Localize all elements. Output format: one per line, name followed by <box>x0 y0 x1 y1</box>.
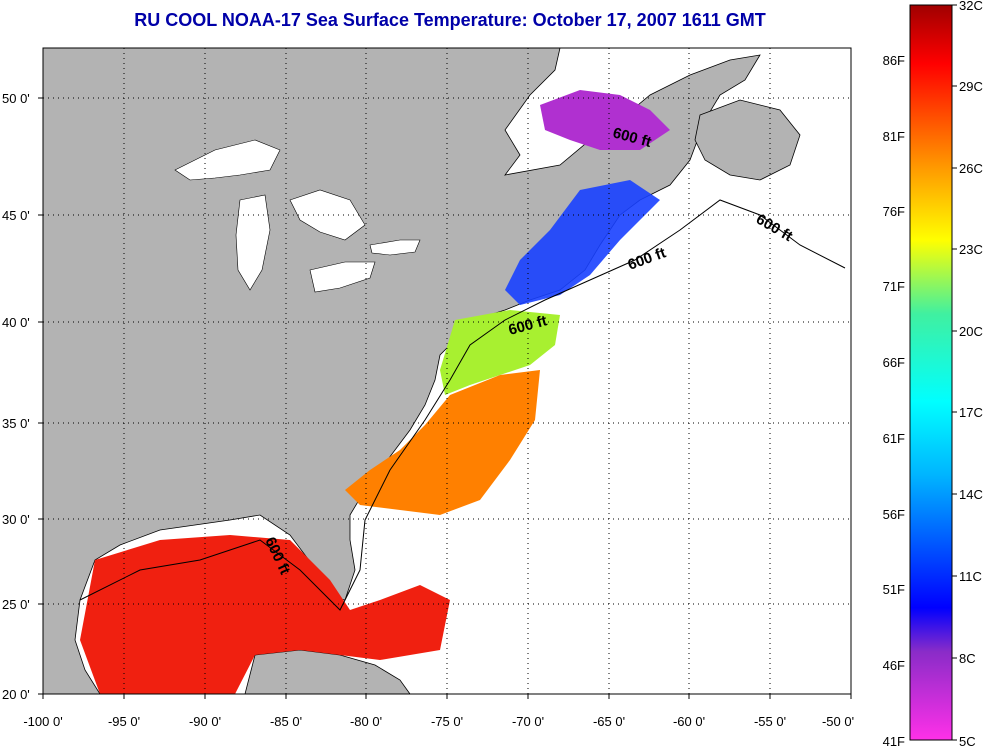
isobath-600ft <box>79 199 846 611</box>
lat-tick-label: 35 0' <box>2 416 30 431</box>
colorbar-celsius-label: 26C <box>959 161 983 176</box>
colorbar-fahrenheit-label: 66F <box>883 355 905 370</box>
lon-tick-label: -95 0' <box>108 714 140 729</box>
lat-tick-label: 30 0' <box>2 512 30 527</box>
lon-tick-label: -70 0' <box>512 714 544 729</box>
colorbar-celsius-label: 23C <box>959 242 983 257</box>
lat-tick-label: 45 0' <box>2 208 30 223</box>
colorbar-celsius-label: 32C <box>959 0 983 13</box>
colorbar-celsius-label: 11C <box>959 569 982 584</box>
lon-tick-label: -60 0' <box>673 714 705 729</box>
lat-tick-label: 40 0' <box>2 315 30 330</box>
lat-tick-label: 50 0' <box>2 91 30 106</box>
colorbar-celsius-label: 29C <box>959 79 983 94</box>
lat-tick-label: 25 0' <box>2 597 30 612</box>
colorbar-fahrenheit-label: 76F <box>883 204 905 219</box>
map-title: RU COOL NOAA-17 Sea Surface Temperature:… <box>134 10 766 30</box>
lon-tick-label: -90 0' <box>189 714 221 729</box>
colorbar-fahrenheit-label: 86F <box>883 53 905 68</box>
colorbar-celsius-label: 17C <box>959 405 983 420</box>
colorbar-celsius-label: 14C <box>959 487 983 502</box>
lon-tick-label: -65 0' <box>593 714 625 729</box>
colorbar-fahrenheit-label: 71F <box>883 279 905 294</box>
colorbar <box>909 4 953 741</box>
colorbar-celsius-label: 5C <box>959 734 976 749</box>
sst-field <box>80 90 670 694</box>
colorbar-fahrenheit-label: 51F <box>883 582 905 597</box>
colorbar-celsius-label: 8C <box>959 651 976 666</box>
colorbar-fahrenheit-label: 61F <box>883 431 905 446</box>
lon-tick-label: -85 0' <box>270 714 302 729</box>
lon-tick-label: -100 0' <box>23 714 62 729</box>
colorbar-fahrenheit-label: 81F <box>883 129 905 144</box>
lon-tick-label: -75 0' <box>431 714 463 729</box>
colorbar-fahrenheit-label: 41F <box>883 734 905 749</box>
lon-tick-label: -55 0' <box>754 714 786 729</box>
colorbar-fahrenheit-label: 56F <box>883 507 905 522</box>
lon-tick-label: -50 0' <box>822 714 854 729</box>
colorbar-celsius-label: 20C <box>959 324 983 339</box>
lon-tick-label: -80 0' <box>350 714 382 729</box>
great-lakes <box>174 139 421 293</box>
colorbar-fahrenheit-label: 46F <box>883 658 905 673</box>
lat-tick-label: 20 0' <box>2 687 30 702</box>
